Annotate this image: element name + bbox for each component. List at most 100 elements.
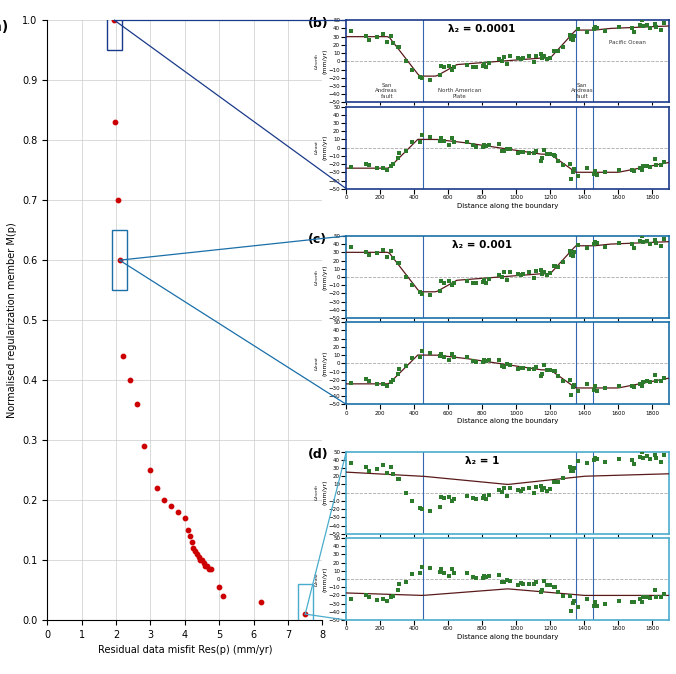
Point (378, 244, 389, 255)
Point (372, 379, 383, 390)
Point (109, 15, 120, 26)
Point (566, 34, 577, 44)
Point (642, 20, 652, 30)
Point (217, 590, 228, 601)
Text: (b): (b) (308, 17, 328, 30)
Point (498, 483, 509, 493)
Point (518, 363, 529, 373)
Point (505, 482, 516, 493)
Point (567, 382, 578, 393)
Point (372, 463, 383, 474)
Point (346, 26, 357, 36)
Point (600, 599, 610, 609)
Point (535, 481, 546, 491)
Point (545, 53, 556, 63)
Point (524, 363, 535, 374)
Point (462, 136, 473, 147)
Point (513, 53, 524, 63)
Point (518, 147, 529, 158)
Point (462, 276, 473, 286)
Point (387, 37, 398, 48)
Point (497, 56, 508, 67)
Point (635, 378, 646, 389)
Point (566, 249, 577, 260)
Point (590, 381, 601, 392)
Point (659, 18, 670, 28)
Point (642, 235, 652, 246)
Point (572, 239, 583, 250)
Point (513, 148, 524, 158)
Point (524, 266, 535, 277)
Y-axis label: $u_{north}$
(mm/yr): $u_{north}$ (mm/yr) (314, 480, 327, 506)
Point (394, 148, 405, 158)
Point (541, 485, 552, 496)
Point (592, 386, 602, 396)
Point (346, 377, 357, 388)
Point (572, 386, 583, 396)
Text: San
Andreas
fault: San Andreas fault (375, 82, 398, 99)
Point (545, 148, 556, 159)
Point (600, 26, 610, 36)
Point (629, 597, 639, 608)
Point (505, 266, 516, 277)
Point (638, 237, 649, 247)
Point (468, 140, 479, 151)
Point (541, 54, 552, 65)
Point (651, 22, 662, 32)
Point (567, 166, 578, 177)
Point (590, 596, 601, 607)
Point (537, 484, 548, 495)
Point (425, 563, 435, 574)
Point (434, 567, 445, 578)
Bar (107, 0, 122, 51)
Point (416, 130, 427, 141)
Point (502, 575, 512, 586)
Text: (a): (a) (0, 20, 9, 34)
Point (479, 570, 490, 581)
Point (636, 15, 647, 26)
Point (600, 241, 610, 252)
Point (564, 159, 575, 170)
Point (479, 59, 490, 69)
Point (659, 157, 670, 168)
Point (484, 571, 495, 582)
Point (635, 452, 646, 462)
Point (425, 290, 435, 301)
Point (550, 45, 560, 56)
Point (386, 592, 397, 603)
Point (188, 543, 199, 553)
Point (569, 462, 580, 473)
Point (434, 70, 445, 81)
Point (436, 348, 447, 359)
Point (649, 154, 660, 164)
Point (505, 576, 516, 586)
Point (553, 371, 564, 382)
Point (539, 267, 550, 278)
Point (564, 245, 575, 256)
Point (462, 60, 473, 71)
Point (114, 255, 125, 266)
Point (635, 162, 646, 173)
Point (582, 26, 593, 37)
Point (386, 30, 397, 41)
Point (425, 74, 435, 85)
Point (642, 592, 652, 603)
Point (588, 168, 599, 179)
Point (553, 261, 564, 272)
Point (416, 346, 427, 357)
Point (529, 363, 539, 374)
Point (636, 596, 647, 607)
Point (636, 381, 647, 392)
Point (642, 451, 652, 462)
Point (195, 555, 206, 565)
Point (592, 170, 602, 181)
Point (360, 158, 371, 169)
Point (539, 51, 550, 62)
Point (346, 241, 357, 252)
Point (566, 174, 577, 185)
Point (386, 160, 397, 171)
Point (614, 380, 625, 391)
Point (505, 144, 516, 155)
Point (627, 454, 637, 465)
Point (200, 561, 211, 572)
